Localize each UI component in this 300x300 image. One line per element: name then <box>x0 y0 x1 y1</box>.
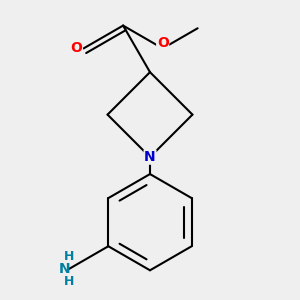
Text: H: H <box>64 274 74 288</box>
Text: H: H <box>64 250 74 263</box>
Text: O: O <box>70 41 83 56</box>
Text: N: N <box>59 262 71 276</box>
Text: O: O <box>157 36 169 50</box>
Text: N: N <box>144 150 156 164</box>
